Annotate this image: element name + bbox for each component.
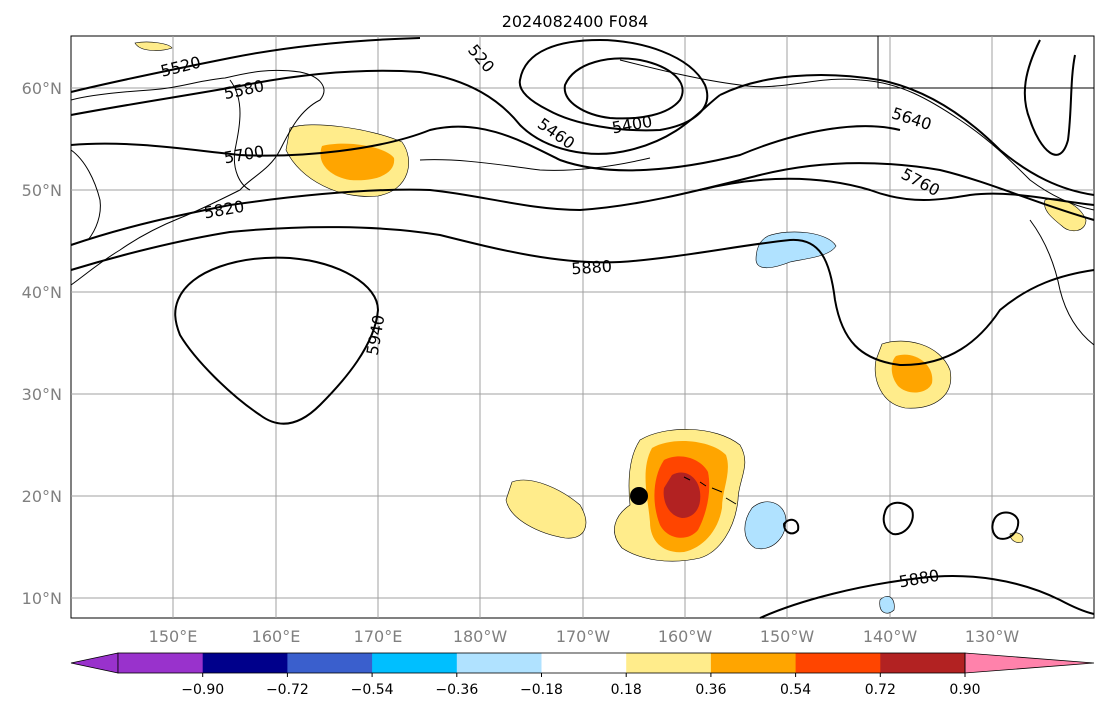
coast-hawaii [683, 476, 737, 505]
colorbar-segment [202, 653, 288, 673]
colorbar-segment [541, 653, 627, 673]
colorbar-extend-low [70, 652, 119, 674]
lon-label: 140°W [863, 627, 918, 646]
colorbar-tick-label: −0.54 [351, 682, 394, 698]
colorbar-segment [795, 653, 881, 673]
colorbar-tick-label: 0.90 [949, 682, 980, 698]
contour-5520 [70, 37, 421, 93]
colorbar-segment [710, 653, 797, 673]
colorbar-tick-label: 0.36 [695, 682, 726, 698]
lat-label: 30°N [22, 385, 62, 404]
height-contours [70, 37, 1095, 619]
contour-small-3 [782, 518, 800, 535]
coast-alaska [619, 59, 1095, 211]
anomaly-nw-hawaii [505, 479, 587, 539]
contour-5640 [719, 74, 1095, 196]
colorbar-tick-label: −0.90 [181, 682, 224, 698]
colorbar-tick-label: −0.36 [435, 682, 478, 698]
colorbar-segment [372, 653, 458, 673]
colorbar-extend-high [964, 652, 1095, 674]
contour-5760 [699, 177, 1095, 206]
lat-label: 40°N [22, 283, 62, 302]
contour-5400 [563, 57, 684, 120]
colorbar-segment [118, 653, 204, 673]
lon-label: 180°W [453, 627, 508, 646]
coast-kamchatka [229, 79, 251, 191]
contour-5880-south [759, 575, 1095, 619]
coast-asia [70, 69, 325, 286]
storm-center-marker [630, 487, 648, 505]
lat-label: 10°N [22, 589, 62, 608]
anomaly-negative-hawaii-east [744, 501, 787, 550]
contour-high-east [1023, 39, 1076, 156]
colorbar-tick-label: −0.72 [266, 682, 309, 698]
contour-5880 [70, 226, 1095, 367]
coast-north-america [1029, 219, 1095, 346]
contour-label-5880: 5880 [571, 257, 613, 279]
lat-label: 50°N [22, 181, 62, 200]
anomaly-small-north [134, 41, 173, 51]
colorbar-tick-label: 0.72 [865, 682, 896, 698]
coastlines [70, 59, 1095, 505]
colorbar-segment [456, 653, 542, 673]
lon-label: 130°W [965, 627, 1020, 646]
contour-small-1 [882, 501, 914, 536]
lon-label: 160°W [658, 627, 713, 646]
contour-5580 [70, 69, 721, 155]
anomaly-kamchatka-core [320, 143, 395, 181]
lat-label: 20°N [22, 487, 62, 506]
anomaly-hawaii-core [663, 472, 701, 518]
lon-label: 170°W [556, 627, 611, 646]
contour-5940 [174, 256, 380, 425]
colorbar-tick-label: 0.18 [611, 682, 642, 698]
anomaly-shading [134, 41, 1087, 614]
lat-label: 60°N [22, 79, 62, 98]
colorbar-segment [626, 653, 712, 673]
contour-5820 [70, 162, 1095, 246]
colorbar-segment [287, 653, 373, 673]
lon-label: 160°E [252, 627, 301, 646]
coast-japan [70, 149, 101, 241]
colorbar-tick-label: −0.18 [520, 682, 563, 698]
lon-label: 150°W [760, 627, 815, 646]
coast-aleutians [419, 157, 651, 171]
colorbar-segment [880, 653, 966, 673]
lon-label: 170°E [354, 627, 403, 646]
lon-labels: 150°E 160°E 170°E 180°W 170°W 160°W 150°… [149, 627, 1020, 646]
colorbar-tick-label: 0.54 [780, 682, 811, 698]
colorbar: −0.90 −0.72 −0.54 −0.36 −0.18 0.18 0.36 0.54 0.7… [70, 652, 1095, 698]
map-title: 2024082400 F084 [502, 12, 649, 31]
contour-5460 [518, 38, 709, 132]
anomaly-negative-south [879, 596, 895, 614]
contour-5700 [70, 125, 901, 172]
lat-labels: 60°N 50°N 40°N 30°N 20°N 10°N [22, 79, 62, 608]
lon-label: 150°E [149, 627, 198, 646]
contour-small-2 [991, 511, 1020, 540]
